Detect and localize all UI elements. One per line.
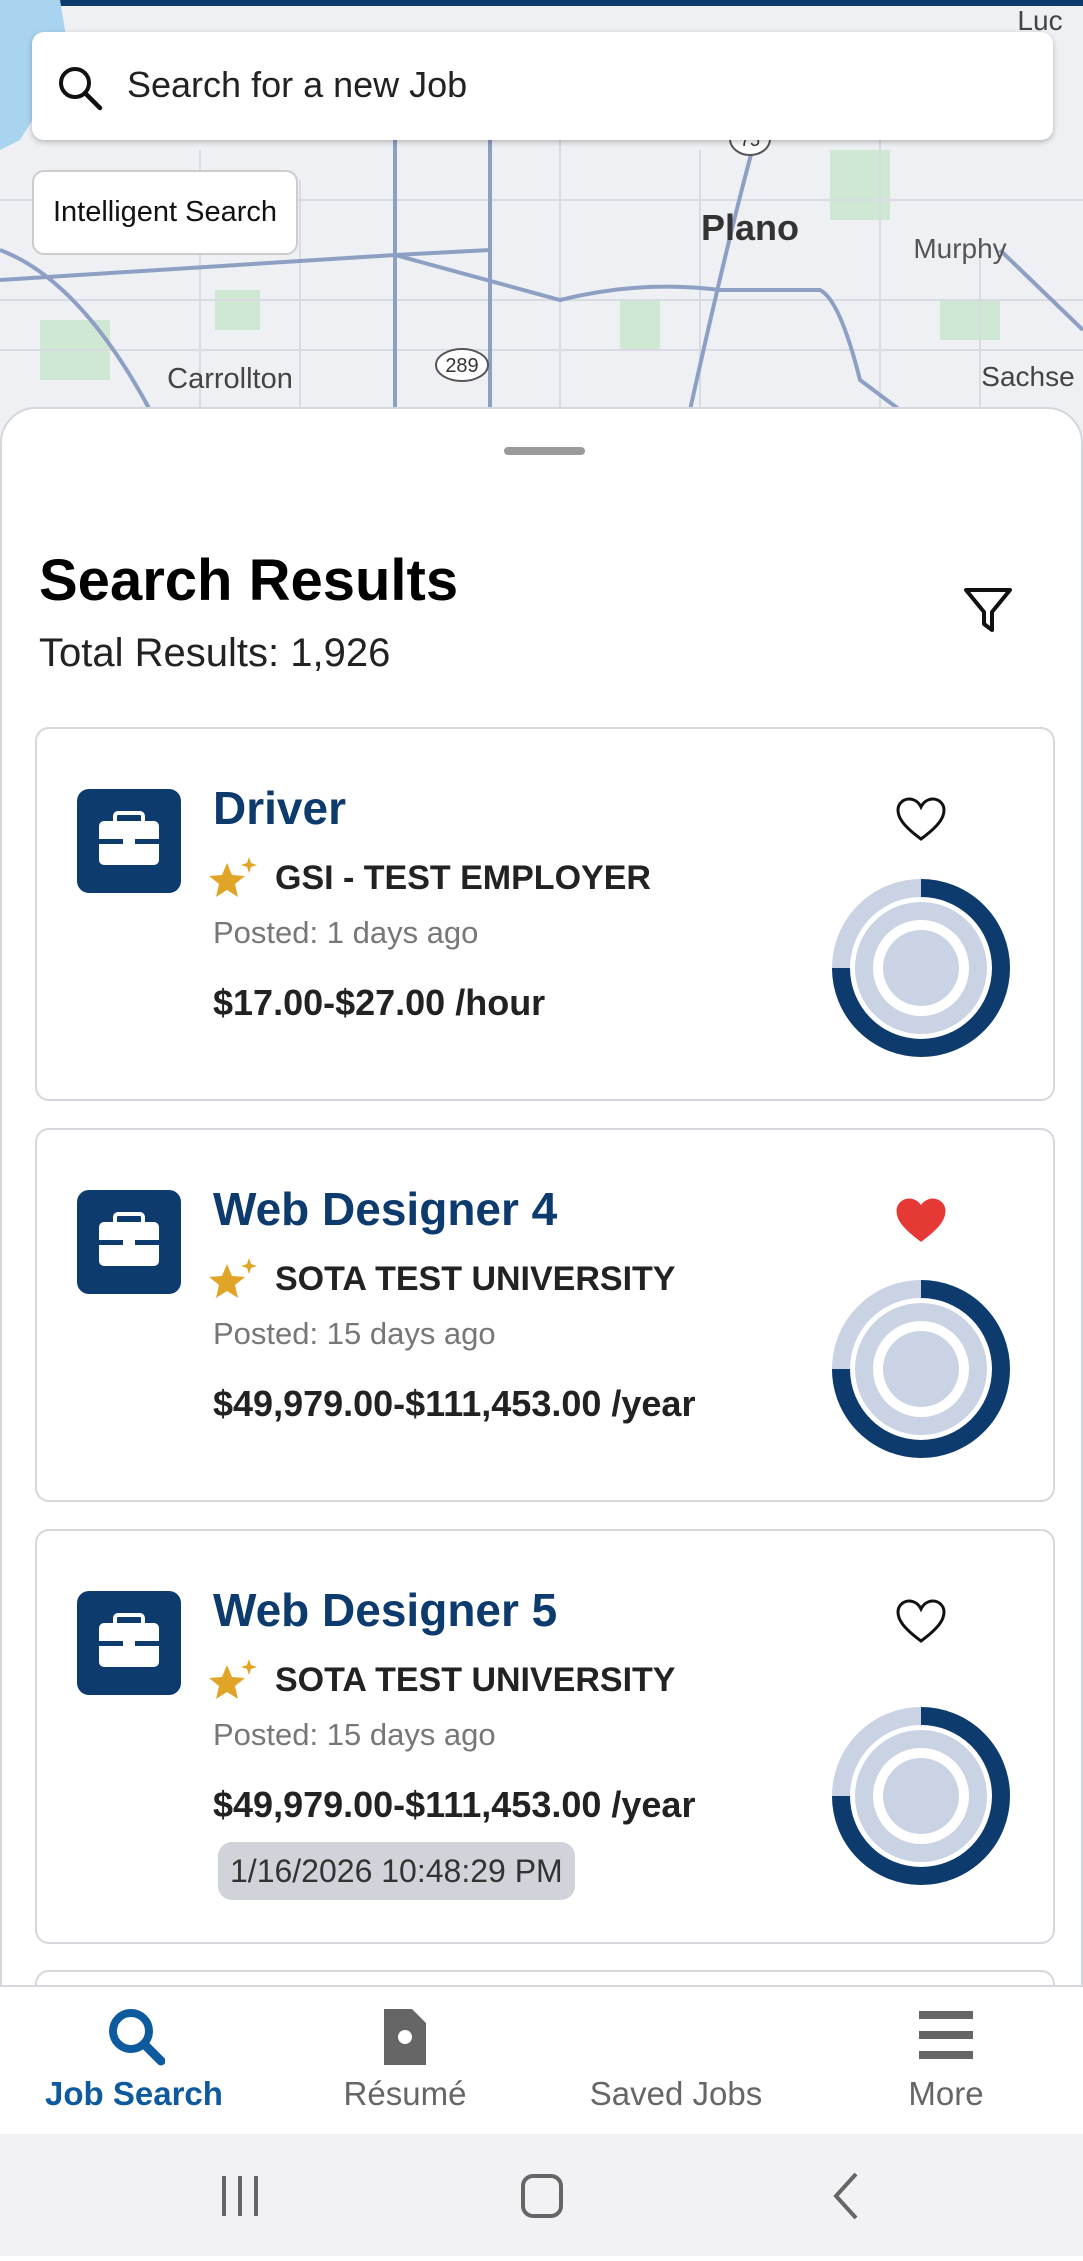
job-icon — [77, 1591, 181, 1695]
salary: $49,979.00-$111,453.00 /year — [213, 1784, 696, 1825]
save-heart[interactable] — [896, 1198, 946, 1244]
salary: $49,979.00-$111,453.00 /year — [213, 1383, 696, 1424]
match-ring — [832, 1707, 1010, 1885]
job-title[interactable]: Web Designer 5 — [213, 1584, 558, 1636]
nav-label[interactable]: Résumé — [343, 2075, 467, 2112]
map-label: Luc — [1017, 5, 1062, 36]
match-ring — [832, 879, 1010, 1057]
star-icon — [209, 1258, 257, 1298]
save-heart[interactable] — [896, 1599, 946, 1645]
company-name: SOTA TEST UNIVERSITY — [275, 1661, 676, 1699]
filter-button[interactable] — [962, 584, 1014, 636]
job-card[interactable]: Driver GSI - TEST EMPLOYER Posted: 1 days … — [35, 727, 1055, 1101]
nav-label[interactable]: Job Search — [45, 2075, 223, 2112]
nav-icon[interactable] — [915, 2005, 977, 2067]
save-heart[interactable] — [896, 797, 946, 843]
salary: $17.00-$27.00 /hour — [213, 982, 546, 1023]
system-buttons — [222, 2172, 858, 2220]
job-card[interactable] — [35, 1970, 1055, 1985]
posted-date: Posted: 15 days ago — [213, 1316, 496, 1351]
job-icon — [77, 789, 181, 893]
drag-handle[interactable] — [504, 447, 585, 455]
highways — [0, 139, 1083, 420]
route-shield — [435, 348, 489, 382]
bottom-nav: Job Search Résumé Saved Jobs More — [0, 1987, 1083, 2134]
nav-icon[interactable] — [645, 2005, 707, 2067]
company-name: GSI - TEST EMPLOYER — [275, 859, 651, 897]
posted-date: Posted: 15 days ago — [213, 1717, 496, 1752]
posted-date: Posted: 1 days ago — [213, 915, 479, 950]
search-placeholder: Search for a new Job — [127, 64, 468, 105]
nav-icon[interactable] — [103, 2005, 165, 2067]
star-icon — [209, 1659, 257, 1699]
total-results: Total Results: 1,926 — [39, 631, 391, 675]
job-title[interactable]: Web Designer 4 — [213, 1183, 558, 1235]
search-bar[interactable]: Search for a new Job — [32, 32, 1053, 140]
star-icon — [209, 857, 257, 897]
job-card[interactable]: Web Designer 4 SOTA TEST UNIVERSITY Posted… — [35, 1128, 1055, 1502]
intelligent-search-button[interactable]: Intelligent Search — [32, 170, 298, 255]
job-icon — [77, 1190, 181, 1294]
search-icon — [59, 67, 103, 111]
nav-icon[interactable] — [374, 2005, 436, 2067]
map-label: Plano — [701, 207, 799, 248]
map-label: Carrollton — [167, 363, 293, 395]
streets — [0, 140, 1083, 420]
job-title[interactable]: Driver — [213, 782, 346, 834]
job-card[interactable]: Web Designer 5 SOTA TEST UNIVERSITY Posted… — [35, 1529, 1055, 1944]
top-bar — [0, 0, 1083, 6]
match-ring — [832, 1280, 1010, 1458]
map-label: Murphy — [913, 233, 1006, 264]
nav-label[interactable]: More — [908, 2075, 984, 2112]
date-chip: 1/16/2026 10:48:29 PM — [218, 1842, 575, 1900]
map-label: Sachse — [981, 361, 1074, 392]
results-sheet: Search Results Total Results: 1,926 Driv… — [0, 407, 1083, 1987]
map-label: 289 — [445, 355, 478, 377]
system-bar — [0, 2134, 1083, 2256]
results-title: Search Results — [39, 548, 459, 613]
nav-label[interactable]: Saved Jobs — [589, 2075, 763, 2112]
company-name: SOTA TEST UNIVERSITY — [275, 1260, 676, 1298]
